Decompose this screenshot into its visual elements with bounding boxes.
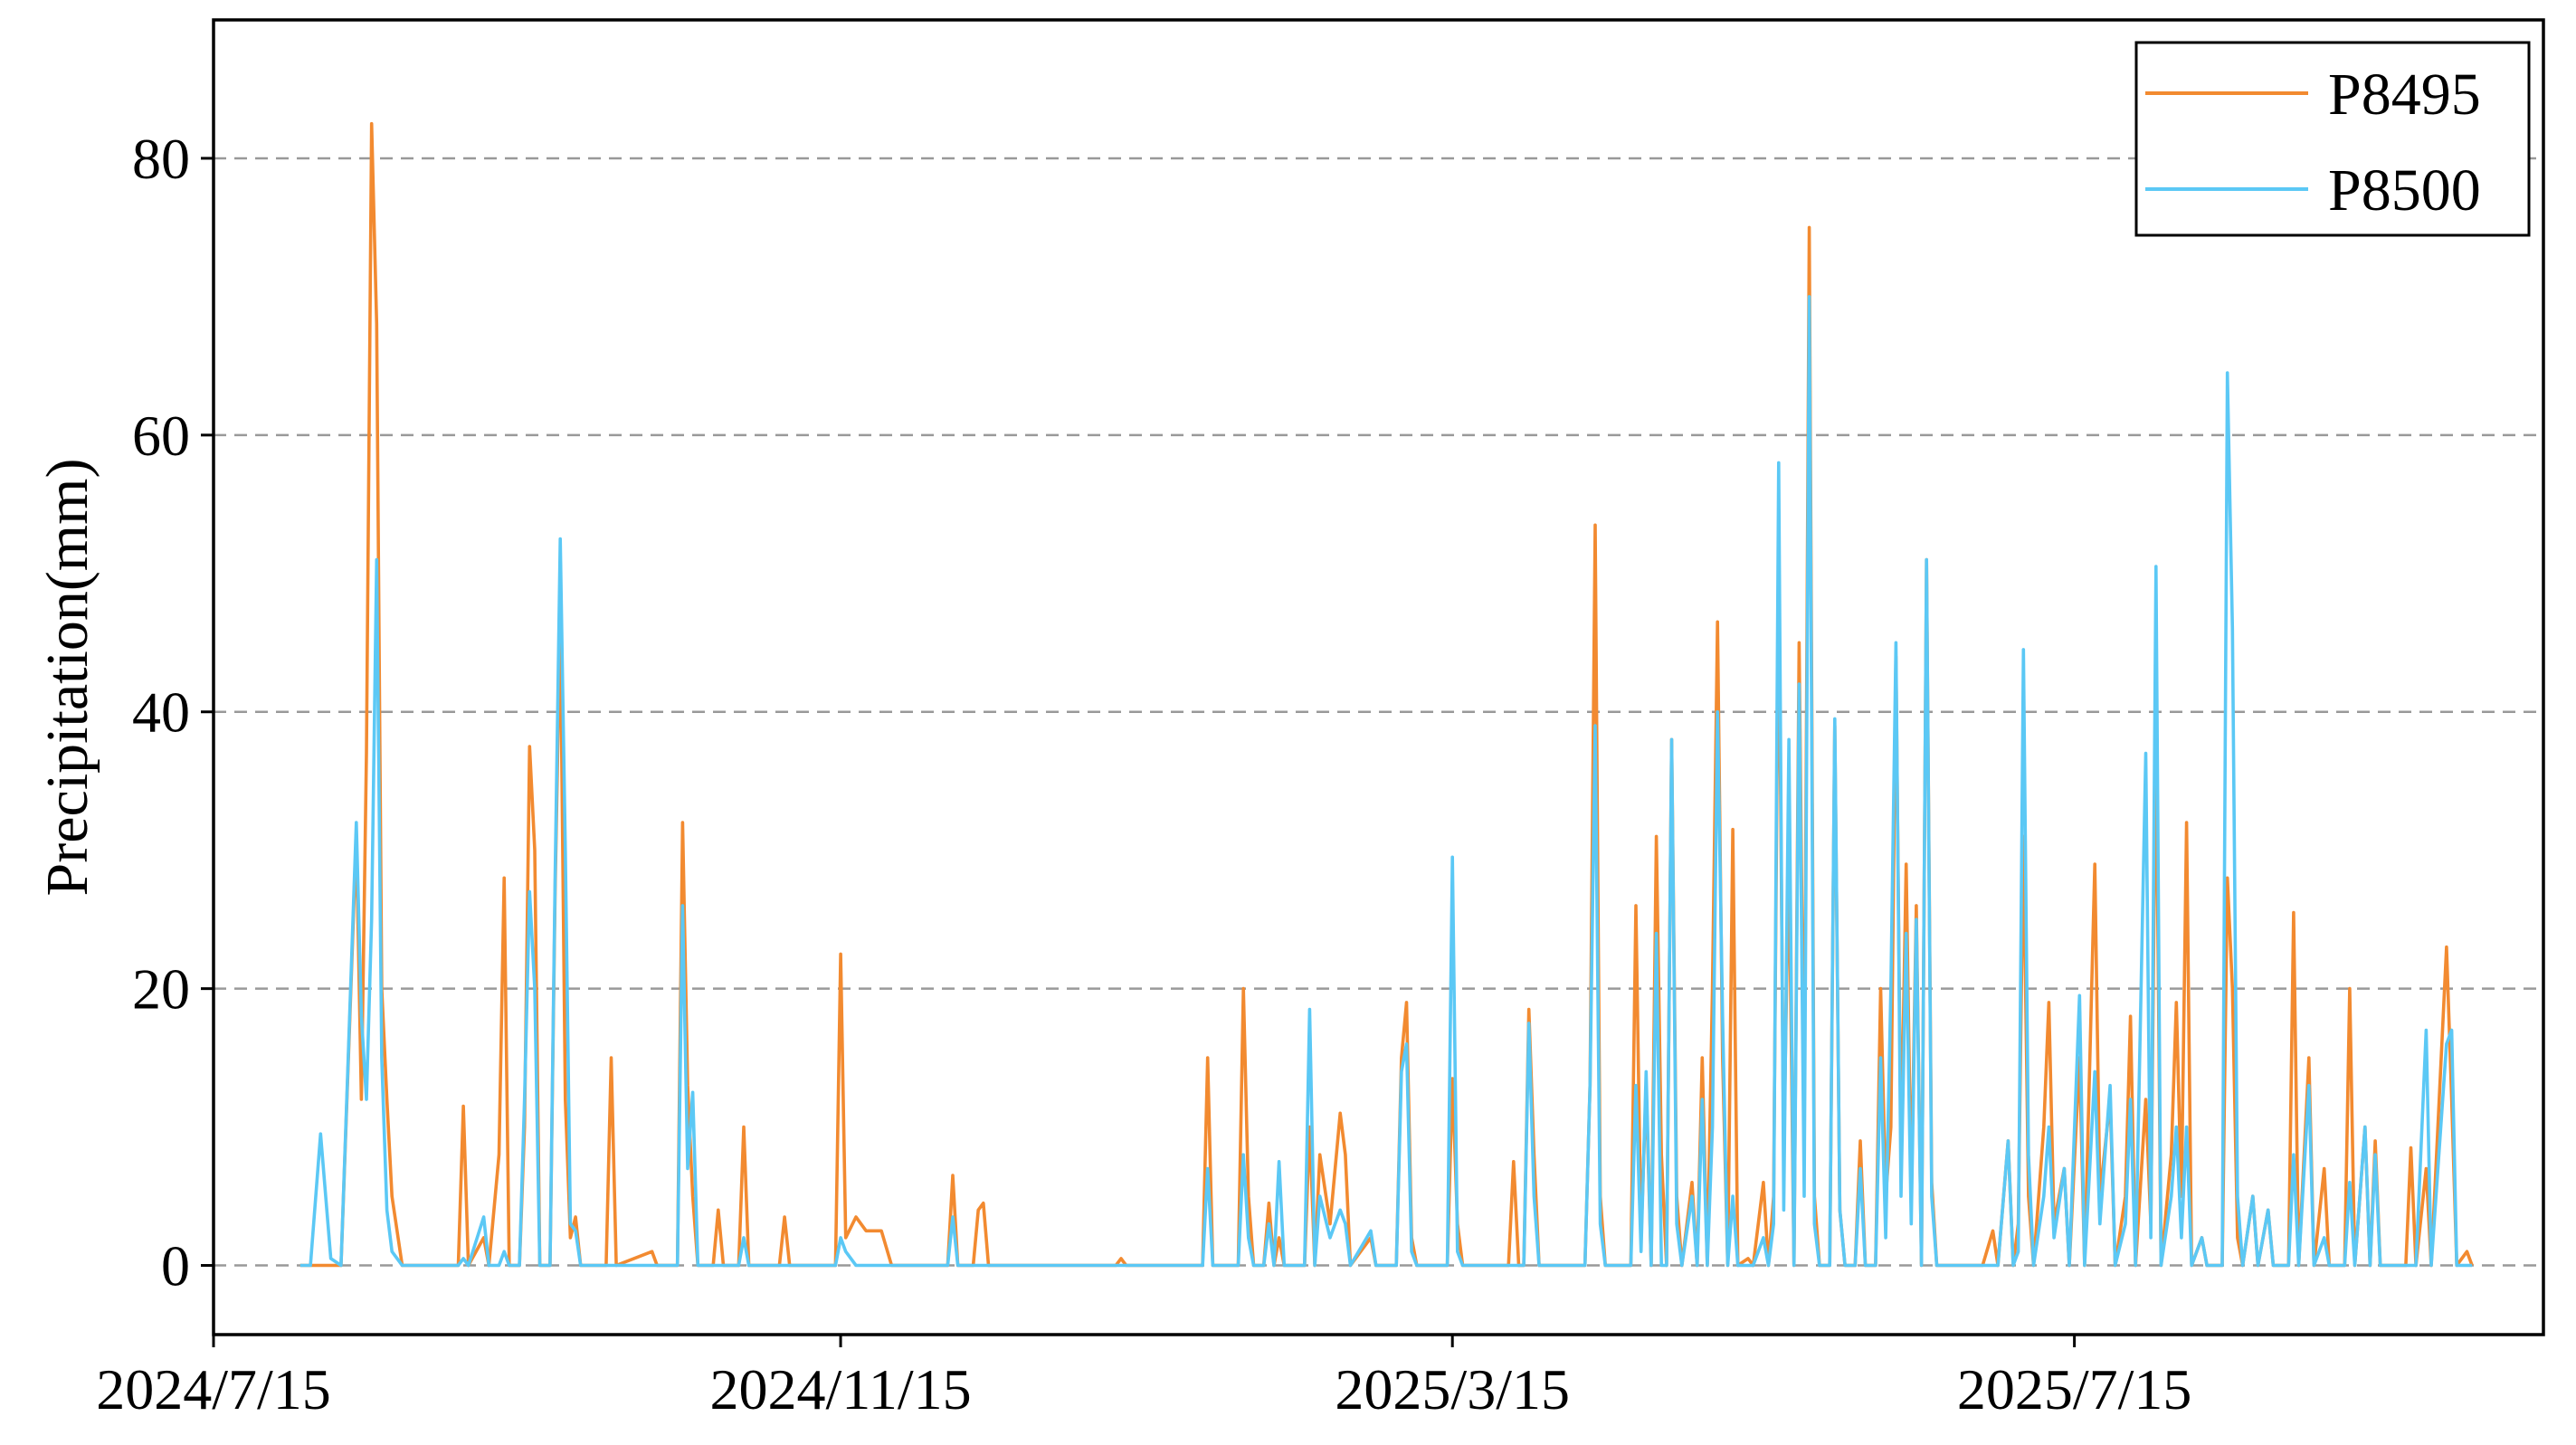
y-tick-label: 0 (161, 1234, 190, 1298)
x-tick-label: 2024/7/15 (96, 1357, 331, 1421)
y-axis-label: Precipitation(mm) (34, 459, 100, 897)
y-tick-label: 20 (132, 957, 190, 1022)
x-tick-label: 2025/3/15 (1335, 1357, 1570, 1421)
x-tick-label: 2024/11/15 (709, 1357, 971, 1421)
x-tick-label: 2025/7/15 (1957, 1357, 2192, 1421)
line-series (299, 121, 2474, 1268)
y-tick-label: 60 (132, 404, 190, 468)
legend-label: P8500 (2328, 157, 2481, 223)
legend-box (2134, 41, 2531, 237)
line-series (299, 295, 2473, 1268)
legend: P8495 P8500 (2134, 41, 2531, 237)
legend-label: P8495 (2328, 62, 2481, 128)
plot-frame (212, 18, 2545, 1336)
y-tick-label: 80 (132, 127, 190, 191)
y-tick-label: 40 (132, 680, 190, 745)
